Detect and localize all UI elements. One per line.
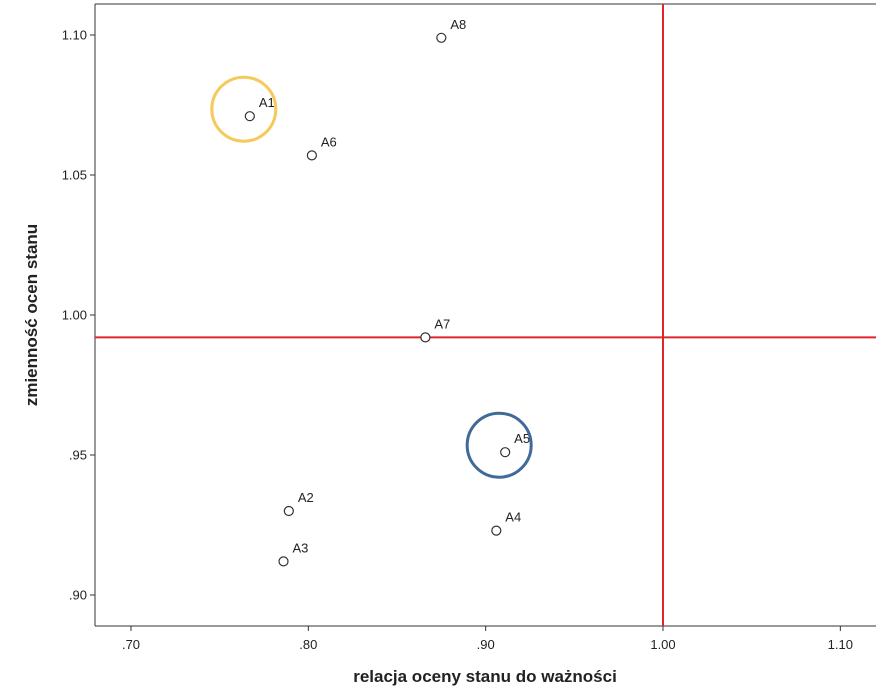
- point-label-a3: A3: [293, 540, 309, 555]
- y-tick-label: 1.10: [62, 28, 87, 43]
- point-label-a8: A8: [450, 17, 466, 32]
- x-tick-label: .90: [477, 637, 495, 652]
- axes: .70 .80 .90 1.00 1.10 .90 .95 1.00 1.05 1.10: [62, 4, 876, 652]
- data-point-a1: [245, 112, 254, 121]
- x-axis-title: relacja oceny stanu do ważności: [353, 667, 617, 686]
- y-tick-label: 1.00: [62, 308, 87, 323]
- x-tick-label: 1.00: [650, 637, 675, 652]
- reference-lines: [95, 4, 876, 626]
- x-tick-label: .70: [122, 637, 140, 652]
- y-tick-label: .90: [69, 588, 87, 603]
- point-label-a4: A4: [505, 510, 521, 525]
- point-label-a6: A6: [321, 134, 337, 149]
- x-tick-label: 1.10: [828, 637, 853, 652]
- data-point-a4: [492, 526, 501, 535]
- data-point-a7: [421, 333, 430, 342]
- data-point-a6: [307, 151, 316, 160]
- y-tick-label: .95: [69, 448, 87, 463]
- highlight-circles: [212, 77, 531, 477]
- point-label-a2: A2: [298, 490, 314, 505]
- data-point-a2: [284, 507, 293, 516]
- data-point-a8: [437, 33, 446, 42]
- y-axis-title: zmienność ocen stanu: [22, 224, 41, 406]
- y-tick-label: 1.05: [62, 168, 87, 183]
- point-label-a7: A7: [434, 316, 450, 331]
- data-point-a3: [279, 557, 288, 566]
- x-tick-label: .80: [299, 637, 317, 652]
- data-point-a5: [501, 448, 510, 457]
